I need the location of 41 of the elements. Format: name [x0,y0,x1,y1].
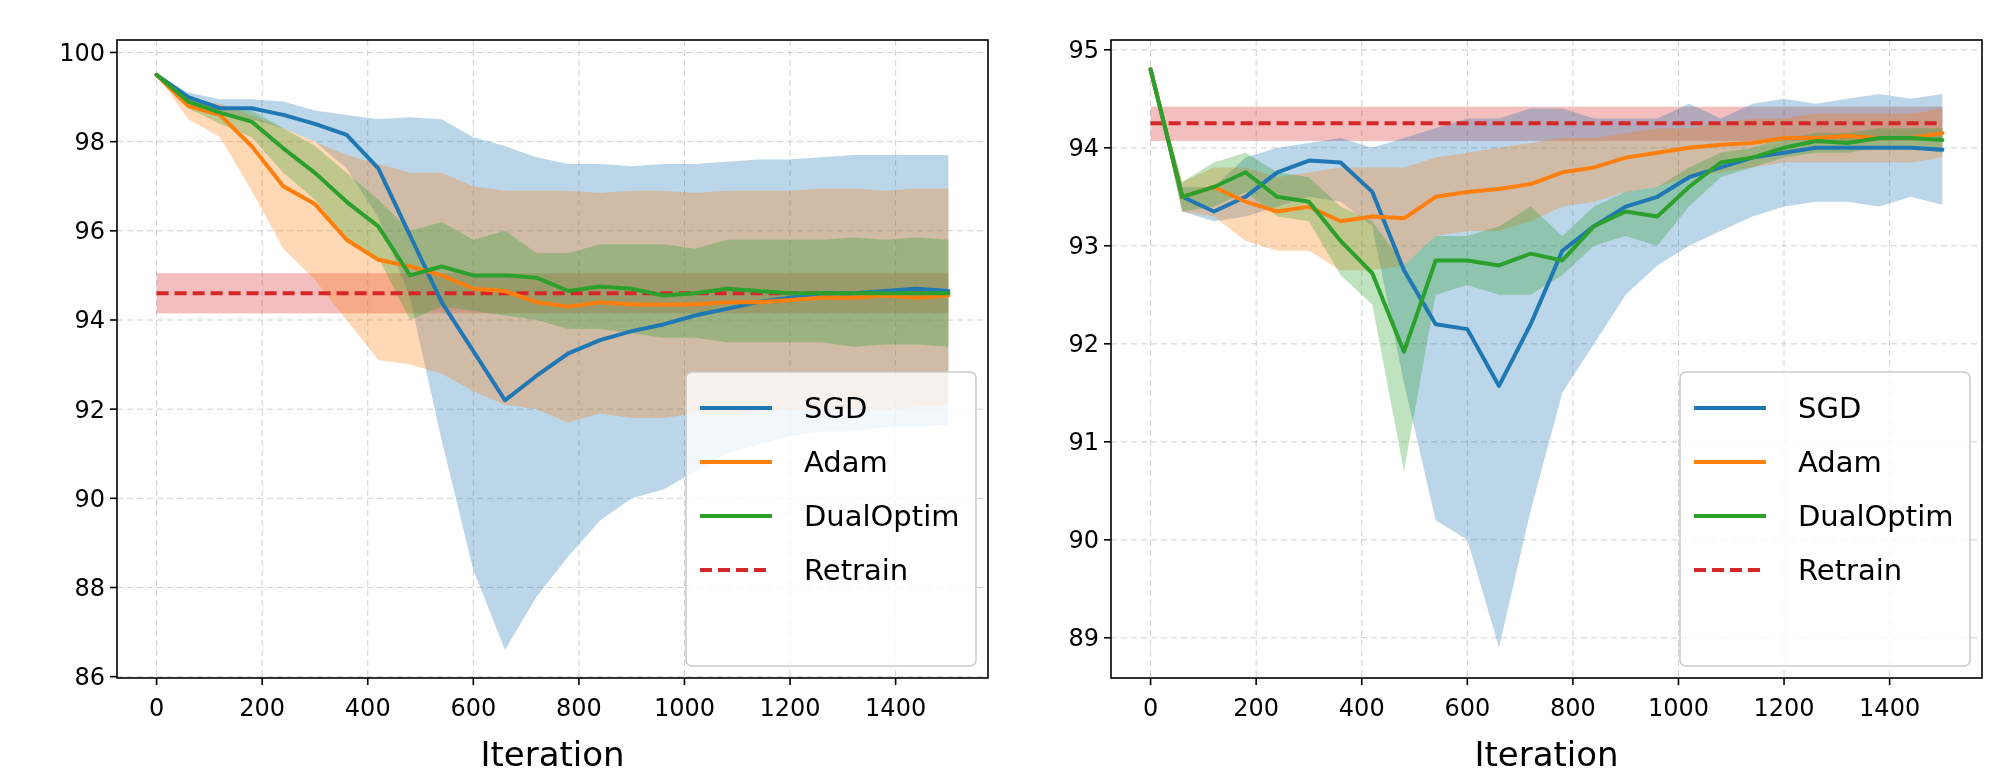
x-tick-label: 1000 [1647,694,1710,722]
x-tick-label: 0 [148,694,165,722]
x-tick-label: 1200 [759,694,821,722]
y-tick-label: 90 [1068,526,1099,555]
y-tick-label: 92 [74,395,105,424]
legend-label: Retrain [1798,553,1903,588]
y-tick-label: 90 [74,484,105,513]
y-tick-label: 94 [74,306,105,335]
x-axis-title: Iteration [1474,734,1619,774]
x-tick-label: 400 [1338,694,1385,722]
y-tick-label: 98 [74,128,105,157]
y-tick-label: 89 [1068,624,1099,653]
legend-label: SGD [804,391,868,426]
x-tick-label: 800 [1549,694,1596,722]
legend-label: Adam [804,445,888,480]
y-tick-label: 96 [74,217,105,246]
legend-label: Retrain [804,553,909,588]
y-tick-label: 88 [74,573,105,602]
x-tick-label: 600 [1444,694,1491,722]
y-tick-label: 92 [1068,330,1099,359]
x-tick-label: 200 [239,694,286,722]
x-tick-label: 1000 [653,694,716,722]
x-tick-label: 1400 [865,694,927,722]
x-tick-label: 1200 [1753,694,1815,722]
x-tick-label: 600 [450,694,497,722]
legend-label: DualOptim [1798,499,1954,534]
x-tick-label: 200 [1233,694,1280,722]
y-tick-label: 91 [1068,428,1099,457]
x-tick-label: 0 [1142,694,1159,722]
y-tick-label: 100 [59,38,105,67]
x-axis-title: Iteration [480,734,625,774]
legend-label: DualOptim [804,499,960,534]
x-tick-label: 1400 [1859,694,1921,722]
y-tick-label: 94 [1068,134,1099,163]
y-tick-label: 86 [74,663,105,692]
x-tick-label: 400 [344,694,391,722]
x-tick-label: 800 [555,694,602,722]
y-tick-label: 95 [1068,36,1099,65]
legend-label: Adam [1798,445,1882,480]
legend-label: SGD [1798,391,1862,426]
y-tick-label: 93 [1068,232,1099,261]
